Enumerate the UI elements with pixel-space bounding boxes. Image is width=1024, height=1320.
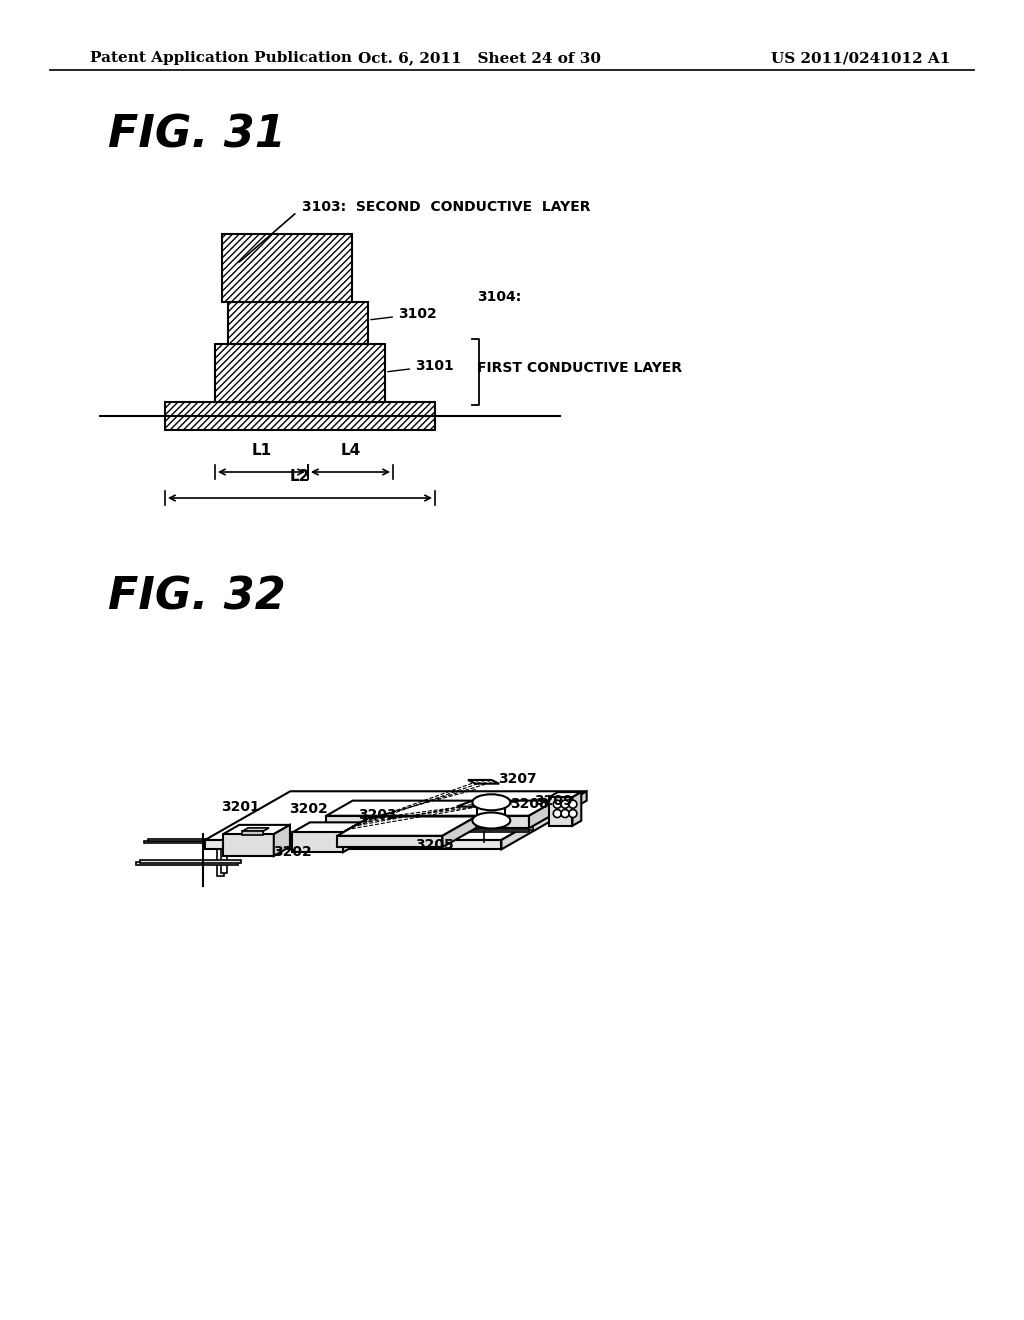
Text: 3209: 3209 [534, 793, 572, 808]
Polygon shape [147, 838, 233, 841]
Polygon shape [223, 834, 273, 855]
Polygon shape [298, 793, 307, 803]
Polygon shape [273, 825, 290, 855]
Polygon shape [327, 816, 529, 828]
Polygon shape [529, 801, 555, 828]
Polygon shape [327, 801, 555, 816]
Polygon shape [223, 825, 290, 834]
Polygon shape [337, 836, 442, 847]
Text: 3101: 3101 [388, 359, 454, 374]
Text: Patent Application Publication: Patent Application Publication [90, 51, 352, 65]
Text: 3103:  SECOND  CONDUCTIVE  LAYER: 3103: SECOND CONDUCTIVE LAYER [302, 201, 591, 214]
Polygon shape [295, 840, 305, 849]
Ellipse shape [472, 813, 510, 829]
Text: 3201: 3201 [220, 800, 259, 813]
Circle shape [561, 809, 569, 817]
Polygon shape [549, 792, 582, 797]
Polygon shape [136, 862, 238, 865]
Polygon shape [221, 846, 227, 874]
Polygon shape [457, 801, 514, 807]
Polygon shape [217, 840, 226, 849]
Circle shape [561, 800, 569, 808]
Text: US 2011/0241012 A1: US 2011/0241012 A1 [771, 51, 950, 65]
Polygon shape [205, 840, 502, 849]
Polygon shape [337, 817, 476, 836]
Circle shape [553, 800, 561, 808]
Polygon shape [502, 791, 587, 849]
Text: 3207: 3207 [498, 772, 537, 785]
Text: 3208: 3208 [510, 797, 549, 812]
Circle shape [569, 800, 577, 808]
Text: FIG. 32: FIG. 32 [108, 576, 286, 619]
Polygon shape [292, 833, 343, 853]
Text: 3202: 3202 [273, 845, 312, 859]
Text: 3202: 3202 [290, 803, 329, 816]
Polygon shape [292, 822, 360, 833]
Text: L1: L1 [252, 444, 271, 458]
Bar [215, 345, 385, 403]
Text: FIRST CONDUCTIVE LAYER: FIRST CONDUCTIVE LAYER [477, 360, 682, 375]
Polygon shape [242, 832, 263, 836]
Polygon shape [343, 822, 360, 853]
Polygon shape [468, 780, 500, 784]
Bar [222, 234, 352, 302]
Circle shape [553, 809, 561, 817]
Text: L4: L4 [340, 444, 360, 458]
Polygon shape [144, 841, 229, 843]
Polygon shape [205, 791, 587, 840]
Polygon shape [140, 859, 242, 863]
Polygon shape [327, 829, 529, 833]
Text: 3102: 3102 [371, 308, 437, 321]
Polygon shape [217, 849, 223, 875]
Bar [228, 302, 368, 345]
Text: 3205: 3205 [415, 838, 454, 853]
Text: L2: L2 [290, 469, 310, 484]
Polygon shape [242, 828, 269, 832]
Text: 3203: 3203 [357, 808, 396, 822]
Text: FIG. 31: FIG. 31 [108, 114, 286, 157]
Polygon shape [442, 817, 476, 847]
Polygon shape [572, 792, 582, 826]
Ellipse shape [472, 795, 510, 810]
Text: Oct. 6, 2011   Sheet 24 of 30: Oct. 6, 2011 Sheet 24 of 30 [358, 51, 601, 65]
Circle shape [569, 809, 577, 817]
Bar [165, 403, 435, 430]
Polygon shape [331, 826, 534, 830]
Text: 3104:: 3104: [477, 290, 521, 304]
Polygon shape [549, 797, 572, 826]
Polygon shape [477, 803, 506, 821]
